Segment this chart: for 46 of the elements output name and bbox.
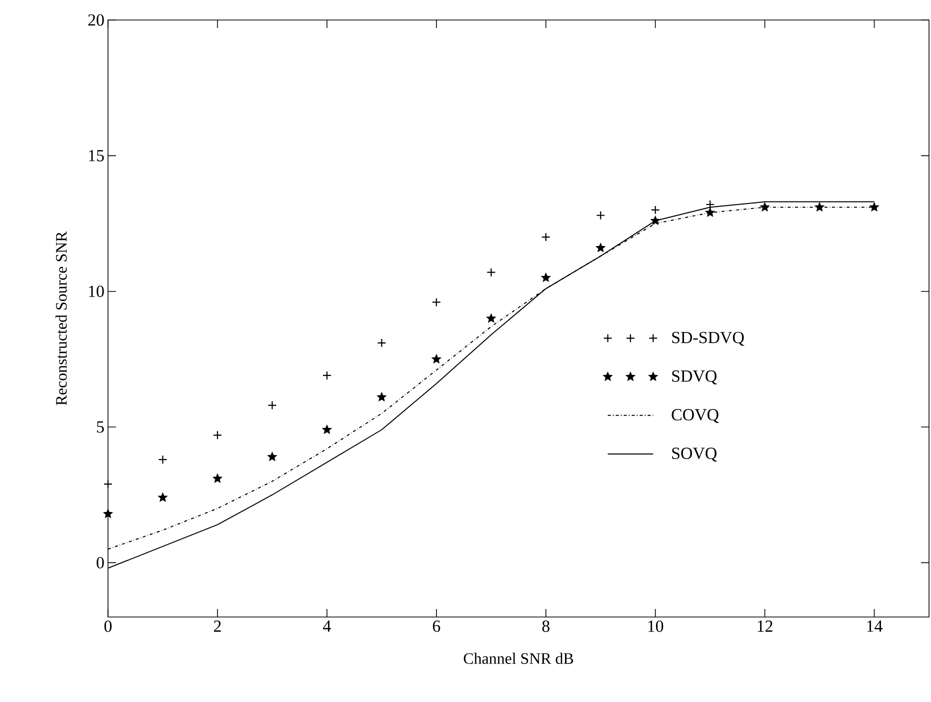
legend-label: SOVQ xyxy=(672,448,717,462)
point xyxy=(596,210,606,220)
point xyxy=(212,430,222,440)
y-tick-label: 20 xyxy=(88,14,104,26)
point xyxy=(104,509,112,518)
x-tick-label: 12 xyxy=(758,620,772,632)
point xyxy=(432,354,441,363)
legend-label: SDVQ xyxy=(672,370,717,384)
point xyxy=(815,202,824,211)
y-axis-title: Reconstructed Source SNR xyxy=(56,231,67,406)
point xyxy=(542,273,550,282)
point xyxy=(377,392,386,401)
point xyxy=(322,370,332,380)
point xyxy=(596,243,605,252)
point xyxy=(760,202,770,211)
x-tick-label: 0 xyxy=(104,620,112,632)
y-tick-label: 15 xyxy=(89,150,104,162)
point xyxy=(432,298,441,307)
x-tick-label: 6 xyxy=(432,620,440,632)
x-axis-title: Channel SNR dB xyxy=(464,652,574,664)
point xyxy=(158,455,168,464)
y-tick-label: 0 xyxy=(96,556,104,568)
point xyxy=(650,205,660,214)
point xyxy=(213,474,222,482)
point xyxy=(651,216,660,225)
point xyxy=(158,493,168,502)
x-tick-label: 14 xyxy=(867,620,882,632)
point xyxy=(870,202,879,211)
legend-label: COVQ xyxy=(672,409,719,424)
x-tick-label: 4 xyxy=(323,620,331,632)
point xyxy=(541,232,550,242)
x-tick-label: 8 xyxy=(542,620,550,632)
point xyxy=(268,400,277,410)
x-tick-label: 10 xyxy=(648,620,664,632)
legend-label: SD-SDVQ xyxy=(672,332,744,346)
y-tick-label: 10 xyxy=(89,286,104,298)
point xyxy=(377,338,386,348)
point xyxy=(706,208,714,216)
point xyxy=(103,479,113,489)
x-tick-label: 2 xyxy=(214,620,221,632)
point xyxy=(486,314,496,322)
y-tick-label: 5 xyxy=(97,421,104,433)
point xyxy=(322,425,332,434)
point xyxy=(706,200,715,210)
point xyxy=(268,452,277,461)
point xyxy=(486,268,496,277)
